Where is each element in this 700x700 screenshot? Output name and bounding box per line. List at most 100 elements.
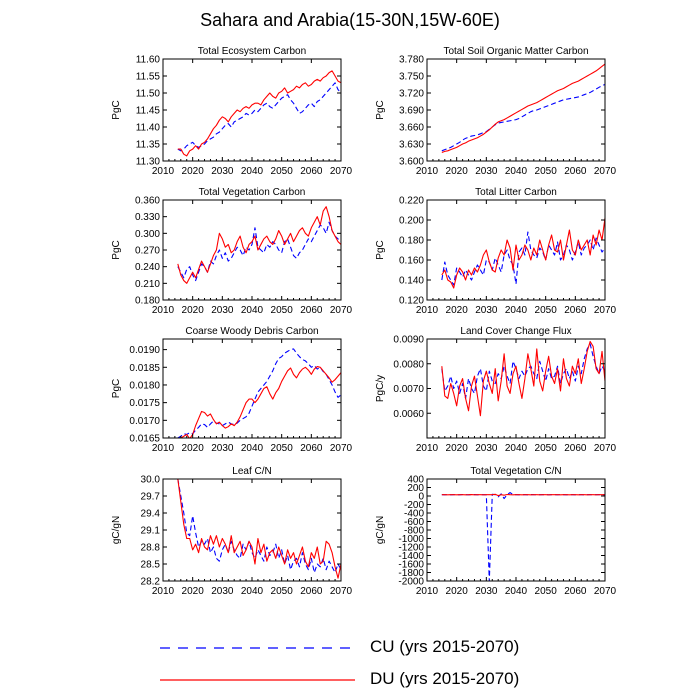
panel-total-vegetation-c-n-xtick-label: 2050 (535, 586, 558, 597)
panel-total-soil-organic-matter-carbon-ytick-label: 3.630 (399, 140, 424, 151)
panel-land-cover-change-flux-series-cu (441, 343, 605, 399)
panel-leaf-c-n-xtick-label: 2050 (271, 586, 294, 597)
panel-total-ecosystem-carbon-xtick-label: 2070 (330, 166, 353, 177)
panel-land-cover-change-flux-title: Land Cover Change Flux (460, 326, 571, 337)
panel-coarse-woody-debris-carbon-xtick-label: 2010 (152, 443, 175, 454)
panel-leaf-c-n-series-cu (177, 479, 341, 574)
panel-total-vegetation-c-n-ytick-label: -1200 (398, 543, 424, 554)
panel-leaf-c-n-series-du (177, 479, 341, 579)
panel-land-cover-change-flux-ylabel: PgC/y (375, 375, 386, 402)
panel-coarse-woody-debris-carbon-ytick-label: 0.0185 (129, 363, 160, 374)
panel-total-vegetation-carbon-ytick-label: 0.270 (135, 246, 160, 257)
panel-coarse-woody-debris-carbon-ytick-label: 0.0165 (129, 434, 160, 445)
panel-coarse-woody-debris-carbon-ylabel: PgC (111, 379, 122, 398)
panel-total-litter-carbon: Total Litter Carbon PgC 2010 2020 2030 2040 20… (375, 187, 617, 316)
panel-total-vegetation-carbon-frame (162, 199, 342, 301)
panel-total-vegetation-carbon-ytick-label: 0.330 (135, 212, 160, 223)
panel-total-ecosystem-carbon-ylabel: PgC (111, 100, 122, 119)
figure-title: Sahara and Arabia(15-30N,15W-60E) (200, 10, 500, 30)
panel-total-vegetation-carbon-title: Total Vegetation Carbon (199, 187, 306, 198)
panel-total-litter-carbon-ytick-label: 0.180 (399, 236, 424, 247)
panel-total-litter-carbon-xtick-label: 2030 (475, 305, 498, 316)
panel-total-litter-carbon-ylabel: PgC (375, 240, 386, 259)
panel-total-soil-organic-matter-carbon-xtick-label: 2060 (564, 166, 587, 177)
panel-total-ecosystem-carbon-title: Total Ecosystem Carbon (198, 46, 306, 57)
panel-total-vegetation-carbon-xtick-label: 2050 (271, 305, 294, 316)
panel-leaf-c-n: Leaf C/N gC/gN 2010 2020 2030 2040 2050 2060 207… (111, 466, 353, 597)
panel-total-litter-carbon-xtick-label: 2060 (564, 305, 587, 316)
panel-total-ecosystem-carbon-xtick-label: 2040 (241, 166, 264, 177)
panel-coarse-woody-debris-carbon-title: Coarse Woody Debris Carbon (185, 326, 318, 337)
panel-total-ecosystem-carbon-xtick-label: 2050 (271, 166, 294, 177)
panel-leaf-c-n-ytick-label: 28.8 (141, 543, 161, 554)
panel-total-soil-organic-matter-carbon-xtick-label: 2020 (446, 166, 469, 177)
panel-total-ecosystem-carbon: Total Ecosystem Carbon PgC 2010 2020 2030 204… (111, 46, 353, 177)
panel-total-ecosystem-carbon-ytick-label: 11.60 (136, 55, 161, 66)
panel-total-vegetation-c-n-ytick-label: -400 (404, 509, 424, 520)
panel-total-vegetation-c-n: Total Vegetation C/N gC/gN 2010 2020 2030 204… (375, 466, 617, 597)
panel-total-soil-organic-matter-carbon-ytick-label: 3.690 (399, 106, 424, 117)
panel-total-litter-carbon-ytick-label: 0.160 (399, 256, 424, 267)
panel-total-vegetation-c-n-ytick-label: -1600 (398, 560, 424, 571)
panel-total-ecosystem-carbon-frame (162, 58, 342, 162)
panel-coarse-woody-debris-carbon-ytick-label: 0.0180 (129, 380, 160, 391)
panel-coarse-woody-debris-carbon: Coarse Woody Debris Carbon PgC 2010 2020 203… (111, 326, 353, 454)
panel-total-vegetation-c-n-ytick-label: -200 (404, 500, 424, 511)
panel-total-vegetation-carbon-ytick-label: 0.210 (135, 279, 160, 290)
panel-total-ecosystem-carbon-ytick-label: 11.45 (136, 106, 161, 117)
panel-total-vegetation-c-n-xtick-label: 2040 (505, 586, 528, 597)
panel-total-vegetation-carbon-ytick-label: 0.240 (135, 262, 160, 273)
panel-total-soil-organic-matter-carbon-ytick-label: 3.600 (399, 157, 424, 168)
panel-total-litter-carbon-xtick-label: 2050 (535, 305, 558, 316)
panel-total-vegetation-carbon-xtick-label: 2070 (330, 305, 353, 316)
panel-coarse-woody-debris-carbon-xtick-label: 2020 (182, 443, 205, 454)
panel-land-cover-change-flux-xtick-label: 2040 (505, 443, 528, 454)
panel-total-vegetation-c-n-ytick-label: -1000 (398, 534, 424, 545)
panel-total-ecosystem-carbon-xtick-label: 2060 (300, 166, 323, 177)
panel-land-cover-change-flux-ytick-label: 0.0090 (393, 335, 424, 346)
panel-total-litter-carbon-ytick-label: 0.120 (399, 296, 424, 307)
panel-land-cover-change-flux-xtick-label: 2060 (564, 443, 587, 454)
panel-land-cover-change-flux-ytick-label: 0.0070 (393, 384, 424, 395)
panel-total-vegetation-c-n-ytick-label: 0 (418, 492, 424, 503)
panel-total-litter-carbon-xtick-label: 2020 (446, 305, 469, 316)
panel-land-cover-change-flux-xtick-label: 2020 (446, 443, 469, 454)
panel-total-ecosystem-carbon-ytick-label: 11.40 (136, 123, 161, 134)
panel-total-vegetation-c-n-xtick-label: 2020 (446, 586, 469, 597)
panel-leaf-c-n-ytick-label: 29.1 (141, 526, 161, 537)
panel-total-vegetation-c-n-ytick-label: -600 (404, 517, 424, 528)
panel-total-vegetation-carbon-series-cu (177, 221, 341, 282)
panel-coarse-woody-debris-carbon-series-cu (177, 348, 341, 438)
panel-coarse-woody-debris-carbon-ytick-label: 0.0175 (129, 398, 160, 409)
panel-total-soil-organic-matter-carbon-xtick-label: 2050 (535, 166, 558, 177)
panel-total-vegetation-carbon-ytick-label: 0.300 (135, 229, 160, 240)
panel-leaf-c-n-ytick-label: 29.4 (141, 509, 161, 520)
panel-leaf-c-n-ytick-label: 28.2 (141, 577, 161, 588)
panel-coarse-woody-debris-carbon-xtick-label: 2050 (271, 443, 294, 454)
panel-total-vegetation-c-n-title: Total Vegetation C/N (470, 466, 561, 477)
panel-leaf-c-n-xtick-label: 2010 (152, 586, 175, 597)
panel-total-vegetation-c-n-ytick-label: -2000 (398, 577, 424, 588)
panel-leaf-c-n-xtick-label: 2030 (211, 586, 234, 597)
panel-total-vegetation-carbon-xtick-label: 2040 (241, 305, 264, 316)
panel-coarse-woody-debris-carbon-xtick-label: 2040 (241, 443, 264, 454)
panel-leaf-c-n-ytick-label: 28.5 (141, 560, 161, 571)
panel-coarse-woody-debris-carbon-xtick-label: 2060 (300, 443, 323, 454)
panel-coarse-woody-debris-carbon-xtick-label: 2070 (330, 443, 353, 454)
panel-total-soil-organic-matter-carbon-ytick-label: 3.780 (399, 55, 424, 66)
panel-total-vegetation-c-n-ytick-label: -800 (404, 526, 424, 537)
panel-total-litter-carbon-xtick-label: 2070 (594, 305, 617, 316)
panel-total-vegetation-c-n-ytick-label: 200 (407, 483, 424, 494)
panel-coarse-woody-debris-carbon-xtick-label: 2030 (211, 443, 234, 454)
panel-total-vegetation-c-n-xtick-label: 2070 (594, 586, 617, 597)
panel-leaf-c-n-xtick-label: 2060 (300, 586, 323, 597)
panel-land-cover-change-flux-series-du (441, 340, 605, 417)
panel-total-vegetation-carbon: Total Vegetation Carbon PgC 2010 2020 2030 20… (111, 187, 353, 316)
panel-total-vegetation-c-n-xtick-label: 2010 (416, 586, 439, 597)
panel-land-cover-change-flux-ytick-label: 0.0060 (393, 409, 424, 420)
panel-leaf-c-n-xtick-label: 2020 (182, 586, 205, 597)
panel-total-ecosystem-carbon-xtick-label: 2010 (152, 166, 175, 177)
panel-total-soil-organic-matter-carbon-xtick-label: 2070 (594, 166, 617, 177)
panel-land-cover-change-flux-ytick-label: 0.0080 (393, 359, 424, 370)
panel-total-vegetation-c-n-xtick-label: 2060 (564, 586, 587, 597)
